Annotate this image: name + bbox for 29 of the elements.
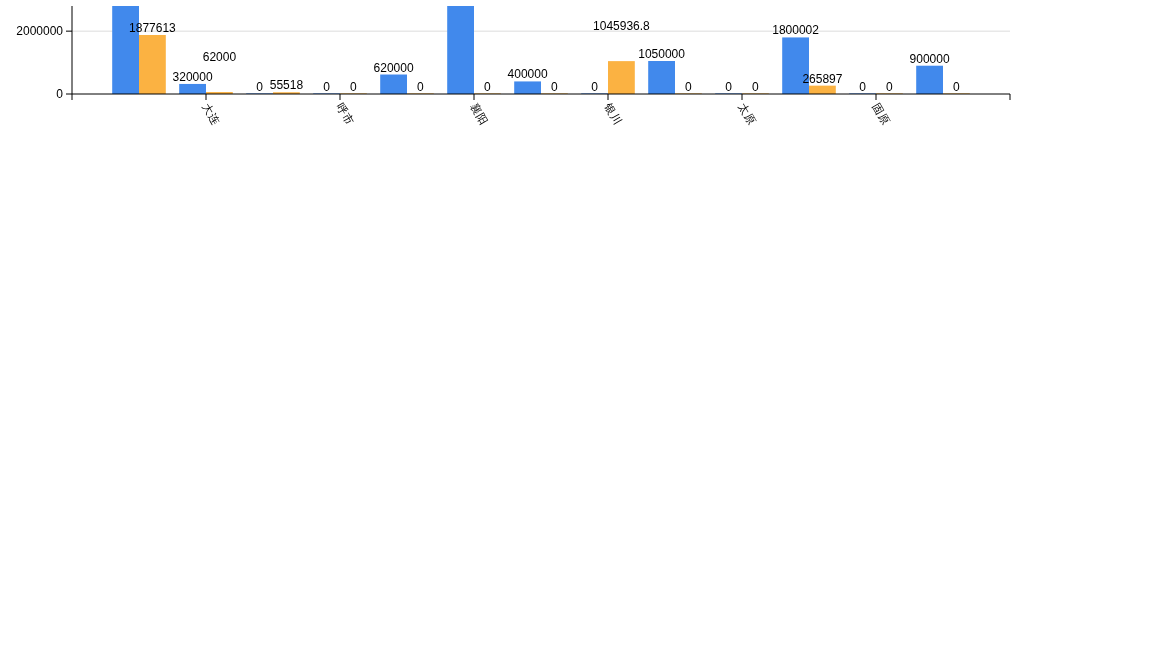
data-label: 320000 [172, 69, 213, 84]
data-label: 1800002 [772, 23, 820, 38]
data-label: 1050000 [638, 47, 686, 61]
x-tick-label: 太原 [736, 101, 758, 127]
data-label: 0 [953, 80, 961, 94]
data-label: 0 [859, 80, 867, 94]
x-tick-label: 银川 [601, 100, 624, 127]
data-label: 0 [350, 80, 358, 94]
data-label: 0 [323, 80, 331, 94]
x-tick-label: 固原 [870, 101, 892, 127]
data-label: 1045936.8 [593, 19, 651, 34]
data-label: 0 [591, 80, 599, 94]
data-label: 900000 [909, 51, 950, 66]
data-label: 0 [551, 80, 559, 94]
x-tick-label: 大连 [200, 101, 222, 127]
data-label: 0 [685, 80, 693, 94]
data-label: 62000 [202, 50, 237, 65]
data-label: 0 [886, 80, 894, 94]
data-label: 0 [417, 80, 425, 94]
data-label: 0 [256, 80, 264, 94]
data-label: 0 [725, 80, 733, 94]
data-label: 400000 [507, 67, 548, 82]
data-label: 0 [752, 80, 760, 94]
x-tick-label: 呼市 [334, 101, 356, 127]
x-tick-label: 襄阳 [468, 101, 490, 127]
data-label: 620000 [373, 60, 414, 75]
data-label: 55518 [269, 78, 304, 93]
data-label: 0 [484, 80, 492, 94]
y-tick-label: 2000000 [16, 24, 64, 39]
